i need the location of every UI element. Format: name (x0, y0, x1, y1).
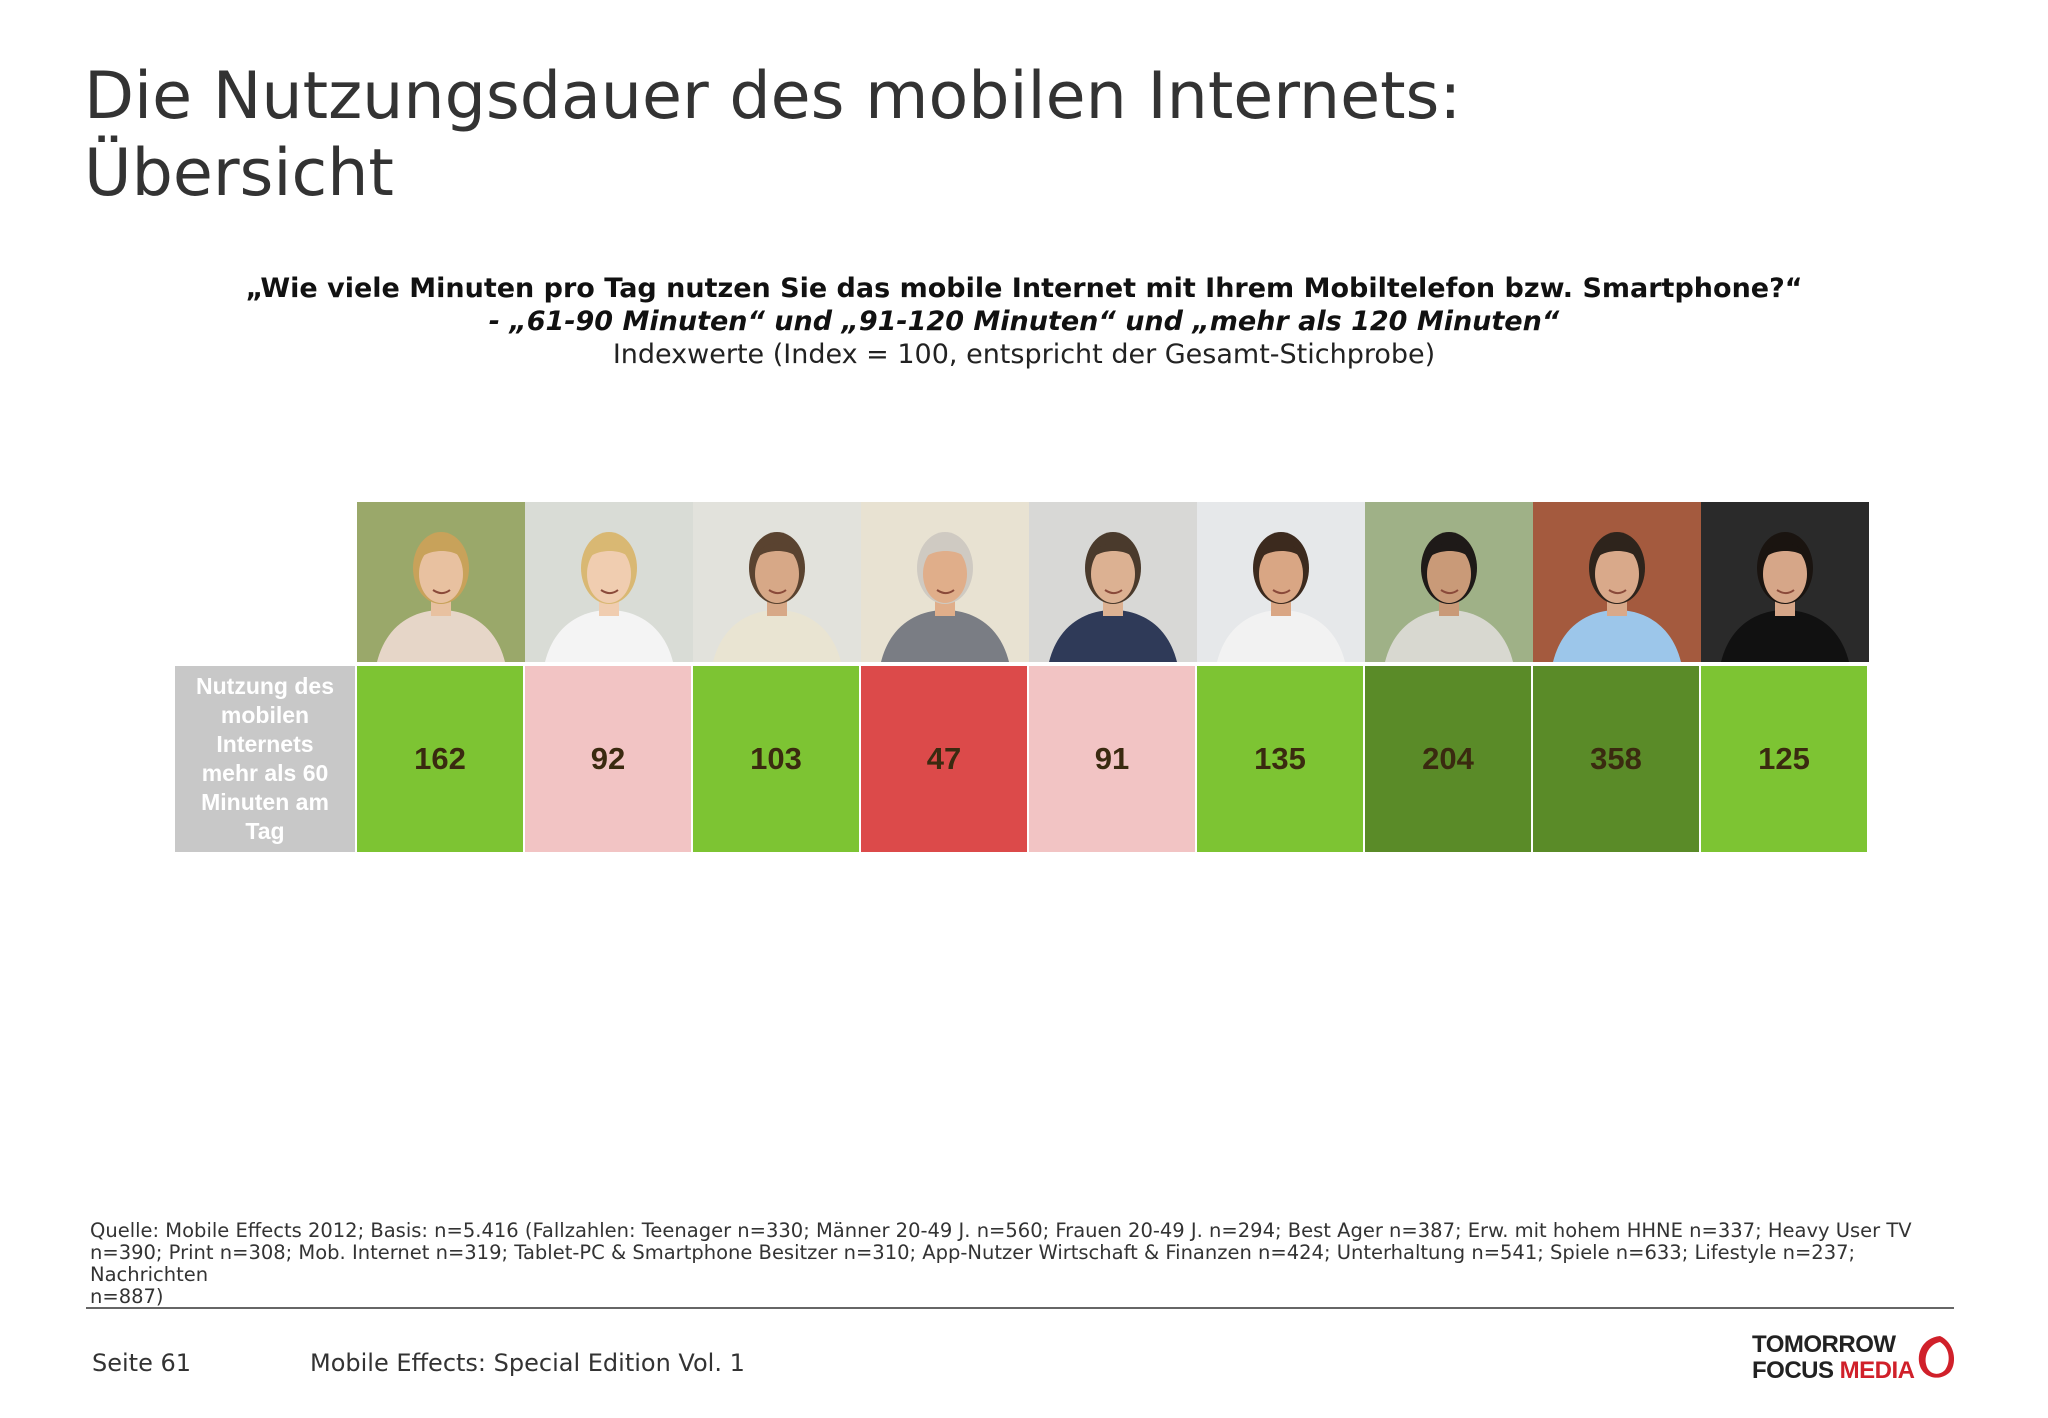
woman-smartphone-photo (357, 502, 525, 662)
index-value-cell: 358 (1533, 666, 1699, 852)
question-text: „Wie viele Minuten pro Tag nutzen Sie da… (245, 273, 1803, 304)
blonde-woman-phone-photo (525, 502, 693, 662)
index-value-cell: 204 (1365, 666, 1531, 852)
index-value-cell: 135 (1197, 666, 1363, 852)
man-tablet-photo (1533, 502, 1701, 662)
senior-couple-photo (861, 502, 1029, 662)
source-note: Quelle: Mobile Effects 2012; Basis: n=5.… (90, 1220, 1950, 1308)
index-value-cell: 92 (525, 666, 691, 852)
row-label-line: Tag (245, 818, 285, 844)
page-number: Seite 61 (92, 1349, 192, 1377)
page-title-line1: Die Nutzungsdauer des mobilen Internets: (84, 59, 1462, 134)
row-label-line: mehr als 60 (201, 760, 329, 786)
index-value-cell: 91 (1029, 666, 1195, 852)
page-title: Die Nutzungsdauer des mobilen Internets:… (84, 58, 1784, 212)
footer-divider (86, 1307, 1954, 1309)
row-label-line: mobilen (220, 702, 310, 728)
source-line-1: Quelle: Mobile Effects 2012; Basis: n=5.… (90, 1219, 1912, 1242)
index-note: Indexwerte (Index = 100, entspricht der … (612, 339, 1436, 370)
man-tablet-smartphone-photo (1701, 502, 1869, 662)
source-line-3: n=887) (90, 1285, 164, 1308)
index-cells: 162 92 103 47 91 135 204 358 125 (357, 666, 1868, 852)
answer-categories: - „61-90 Minuten“ und „91-120 Minuten“ u… (488, 306, 1560, 337)
index-value-cell: 103 (693, 666, 859, 852)
tomorrow-focus-media-logo: TOMORROW FOCUS MEDIA (1752, 1330, 1962, 1386)
row-label-line: Internets (216, 731, 314, 757)
segment-photos (357, 502, 1869, 662)
row-label-line: Nutzung des (196, 673, 334, 699)
index-value-cell: 162 (357, 666, 523, 852)
teen-tv-photo (1197, 502, 1365, 662)
logo-focus: FOCUS (1752, 1357, 1840, 1384)
page-title-line2: Übersicht (84, 136, 394, 211)
logo-line-2: FOCUS MEDIA (1752, 1358, 1915, 1384)
man-calling-photo (693, 502, 861, 662)
logo-ring-icon (1918, 1336, 1955, 1378)
edition-label: Mobile Effects: Special Edition Vol. 1 (310, 1349, 745, 1377)
businessman-calling-photo (1029, 502, 1197, 662)
index-value-cell: 47 (861, 666, 1027, 852)
source-line-2: n=390; Print n=308; Mob. Internet n=319;… (90, 1241, 1856, 1286)
row-label: Nutzung des mobilen Internets mehr als 60 Mi… (175, 666, 355, 852)
logo-line-1: TOMORROW (1752, 1331, 1896, 1358)
logo-media: MEDIA (1839, 1357, 1915, 1384)
man-newspaper-photo (1365, 502, 1533, 662)
index-value-cell: 125 (1701, 666, 1867, 852)
question-block: „Wie viele Minuten pro Tag nutzen Sie da… (0, 272, 2048, 372)
row-label-line: Minuten am (201, 789, 329, 815)
